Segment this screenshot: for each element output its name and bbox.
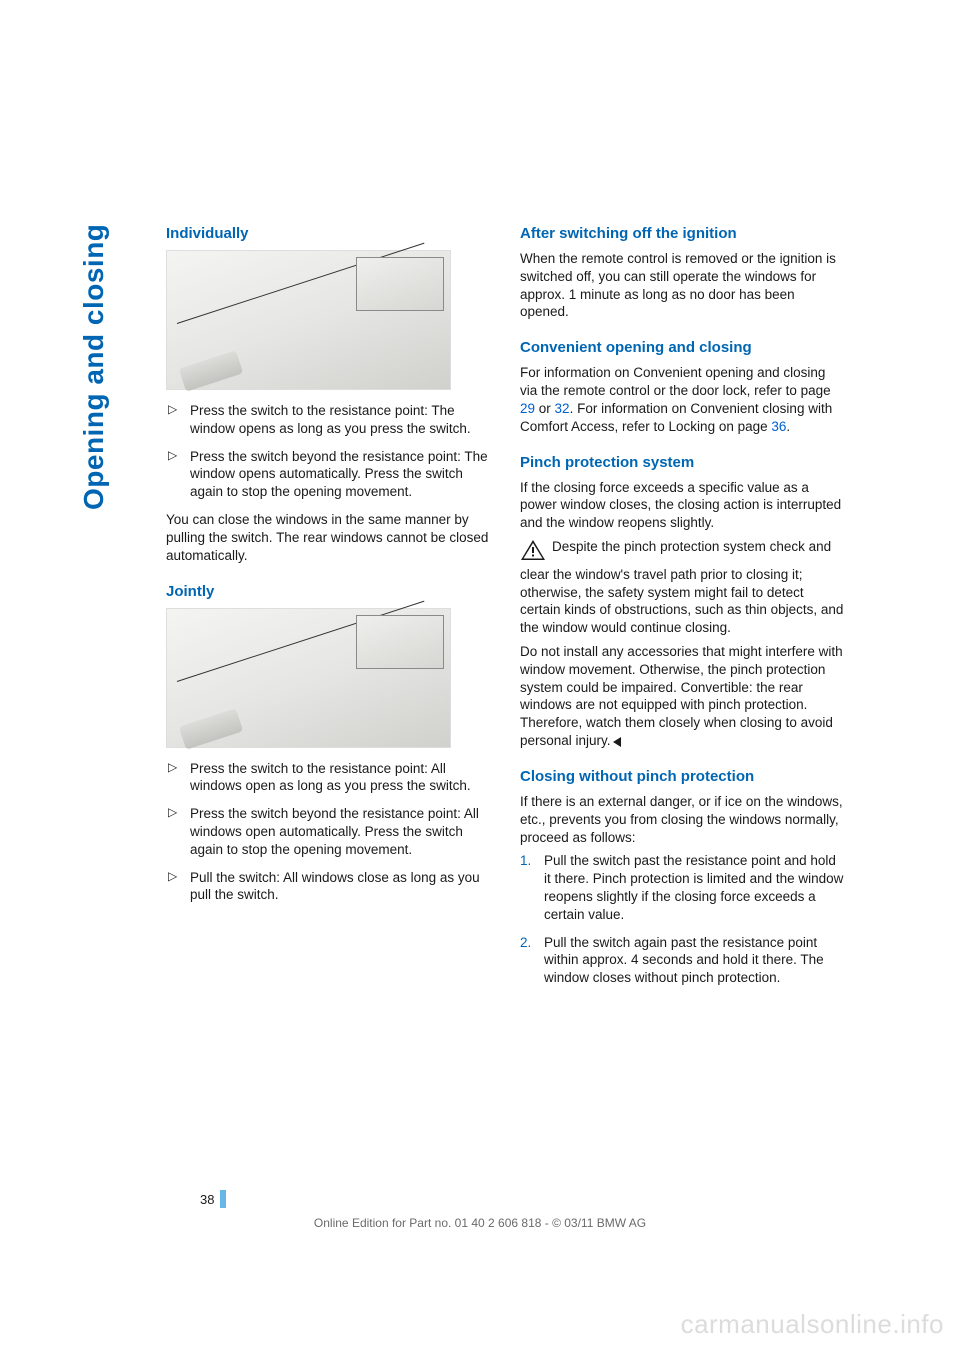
warning-block: Despite the pinch protection system chec…	[520, 538, 846, 637]
paragraph: You can close the windows in the same ma…	[166, 511, 492, 564]
figure-switch-shape	[179, 708, 243, 749]
numbered-list: 1. Pull the switch past the resistance po…	[520, 852, 846, 987]
figure-inset	[356, 615, 444, 669]
list-item: 1. Pull the switch past the resistance po…	[520, 852, 846, 923]
footer-text: Online Edition for Part no. 01 40 2 606 …	[0, 1216, 960, 1230]
paragraph: Do not install any accessories that migh…	[520, 643, 846, 750]
heading-convenient: Convenient opening and closing	[520, 339, 846, 356]
step-text: Pull the switch past the resistance poin…	[544, 853, 843, 921]
end-marker-icon	[613, 737, 621, 747]
paragraph: If there is an external danger, or if ic…	[520, 793, 846, 846]
list-item: Press the switch beyond the resistance p…	[166, 805, 492, 858]
list-item: Pull the switch: All windows close as lo…	[166, 869, 492, 905]
page-link[interactable]: 29	[520, 401, 535, 416]
list-item: Press the switch to the resistance point…	[166, 760, 492, 796]
page-link[interactable]: 36	[771, 419, 786, 434]
step-text: Pull the switch again past the resistanc…	[544, 935, 824, 986]
paragraph: If the closing force exceeds a specific …	[520, 479, 846, 532]
figure-switch-shape	[179, 350, 243, 391]
warning-text: Despite the pinch protection system chec…	[520, 539, 843, 635]
list-individually: Press the switch to the resistance point…	[166, 402, 492, 501]
text: Do not install any accessories that migh…	[520, 644, 843, 748]
list-item: Press the switch beyond the resistance p…	[166, 448, 492, 501]
text: or	[535, 401, 555, 416]
heading-no-pinch: Closing without pinch protection	[520, 768, 846, 785]
figure-window-switch-individual	[166, 250, 451, 390]
left-column: Individually Press the switch to the res…	[166, 225, 492, 997]
list-jointly: Press the switch to the resistance point…	[166, 760, 492, 905]
page-number: 38	[200, 1192, 214, 1207]
paragraph: When the remote control is removed or th…	[520, 250, 846, 321]
heading-pinch: Pinch protection system	[520, 454, 846, 471]
text: .	[786, 419, 790, 434]
right-column: After switching off the ignition When th…	[520, 225, 846, 997]
warning-icon	[520, 539, 546, 566]
page-number-block: 38	[200, 1190, 226, 1208]
heading-after-ignition: After switching off the ignition	[520, 225, 846, 242]
heading-individually: Individually	[166, 225, 492, 242]
list-item: 2. Pull the switch again past the resista…	[520, 934, 846, 987]
figure-inset	[356, 257, 444, 311]
paragraph-convenient: For information on Convenient opening an…	[520, 364, 846, 435]
page-number-bar	[220, 1190, 226, 1208]
figure-window-switch-jointly	[166, 608, 451, 748]
step-number: 2.	[520, 934, 531, 952]
list-item: Press the switch to the resistance point…	[166, 402, 492, 438]
side-tab-chapter: Opening and closing	[78, 224, 110, 510]
watermark: carmanualsonline.info	[681, 1309, 944, 1340]
heading-jointly: Jointly	[166, 583, 492, 600]
page-link[interactable]: 32	[555, 401, 570, 416]
manual-page: Opening and closing Individually Press t…	[0, 0, 960, 1358]
text: For information on Convenient opening an…	[520, 365, 831, 398]
content-columns: Individually Press the switch to the res…	[166, 225, 846, 997]
step-number: 1.	[520, 852, 531, 870]
